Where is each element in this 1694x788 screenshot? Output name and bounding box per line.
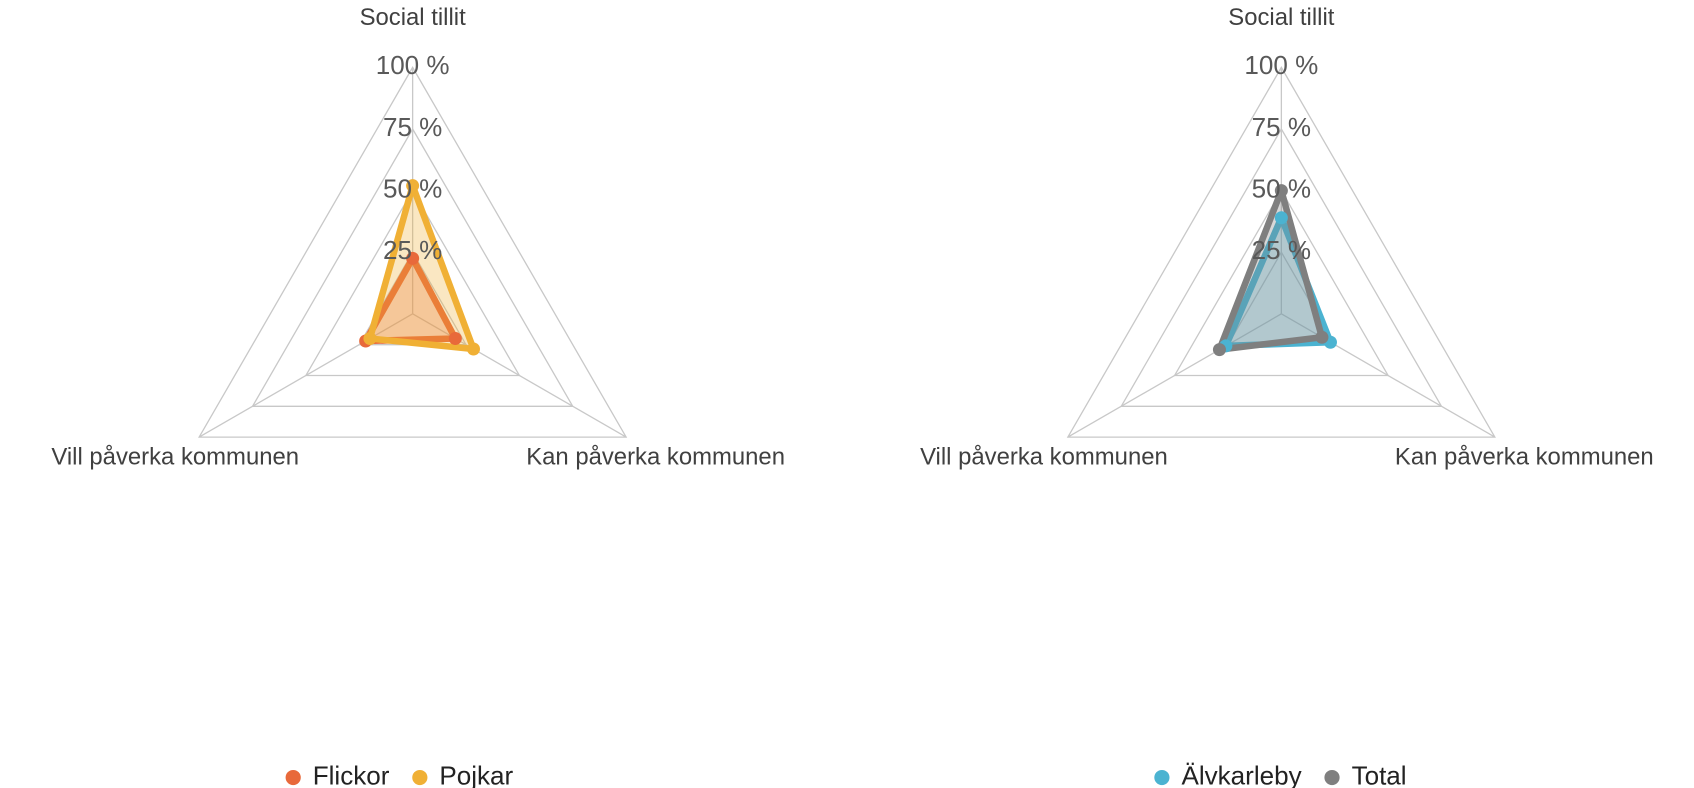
grid-ring [1120,127,1443,407]
r-tick-label: 75 % [1252,112,1311,142]
legend-marker [412,769,428,786]
r-tick-label: 75 % [383,112,442,142]
category-label: Kan påverka kommunen [526,444,785,471]
legend-label: Total [1352,760,1407,788]
category-label: Vill påverka kommunen [51,444,299,471]
category-label: Social tillit [1228,4,1335,31]
category-label: Kan påverka kommunen [1395,444,1654,471]
data-point [406,179,420,193]
grid-ring [1066,66,1496,438]
r-tick-label: 100 % [376,50,450,80]
data-point [363,331,377,346]
r-tick-label: 50 % [1252,174,1311,204]
legend-marker [285,769,301,786]
grid-ring [251,127,574,407]
r-tick-label: 25 % [383,235,442,265]
legend-label: Flickor [313,760,390,788]
data-point [448,331,462,346]
r-tick-label: 50 % [383,174,442,204]
series-area [1216,187,1326,353]
data-point [1274,211,1288,225]
r-tick-label: 25 % [1252,235,1311,265]
legend-marker [1154,769,1170,786]
data-point [1274,184,1288,198]
r-tick-label: 100 % [1244,50,1318,80]
data-point [1315,330,1329,344]
legend-label: Älvkarleby [1181,760,1301,788]
grid-ring [1173,189,1390,377]
grid-ring [304,189,521,377]
legend-label: Pojkar [439,760,513,788]
data-point [1212,343,1226,357]
legend-marker [1324,769,1340,786]
category-label: Vill påverka kommunen [920,444,1168,471]
grid-ring [198,66,628,438]
series-area [366,182,477,353]
data-point [406,251,420,265]
category-label: Social tillit [360,4,467,31]
data-point [466,342,480,356]
